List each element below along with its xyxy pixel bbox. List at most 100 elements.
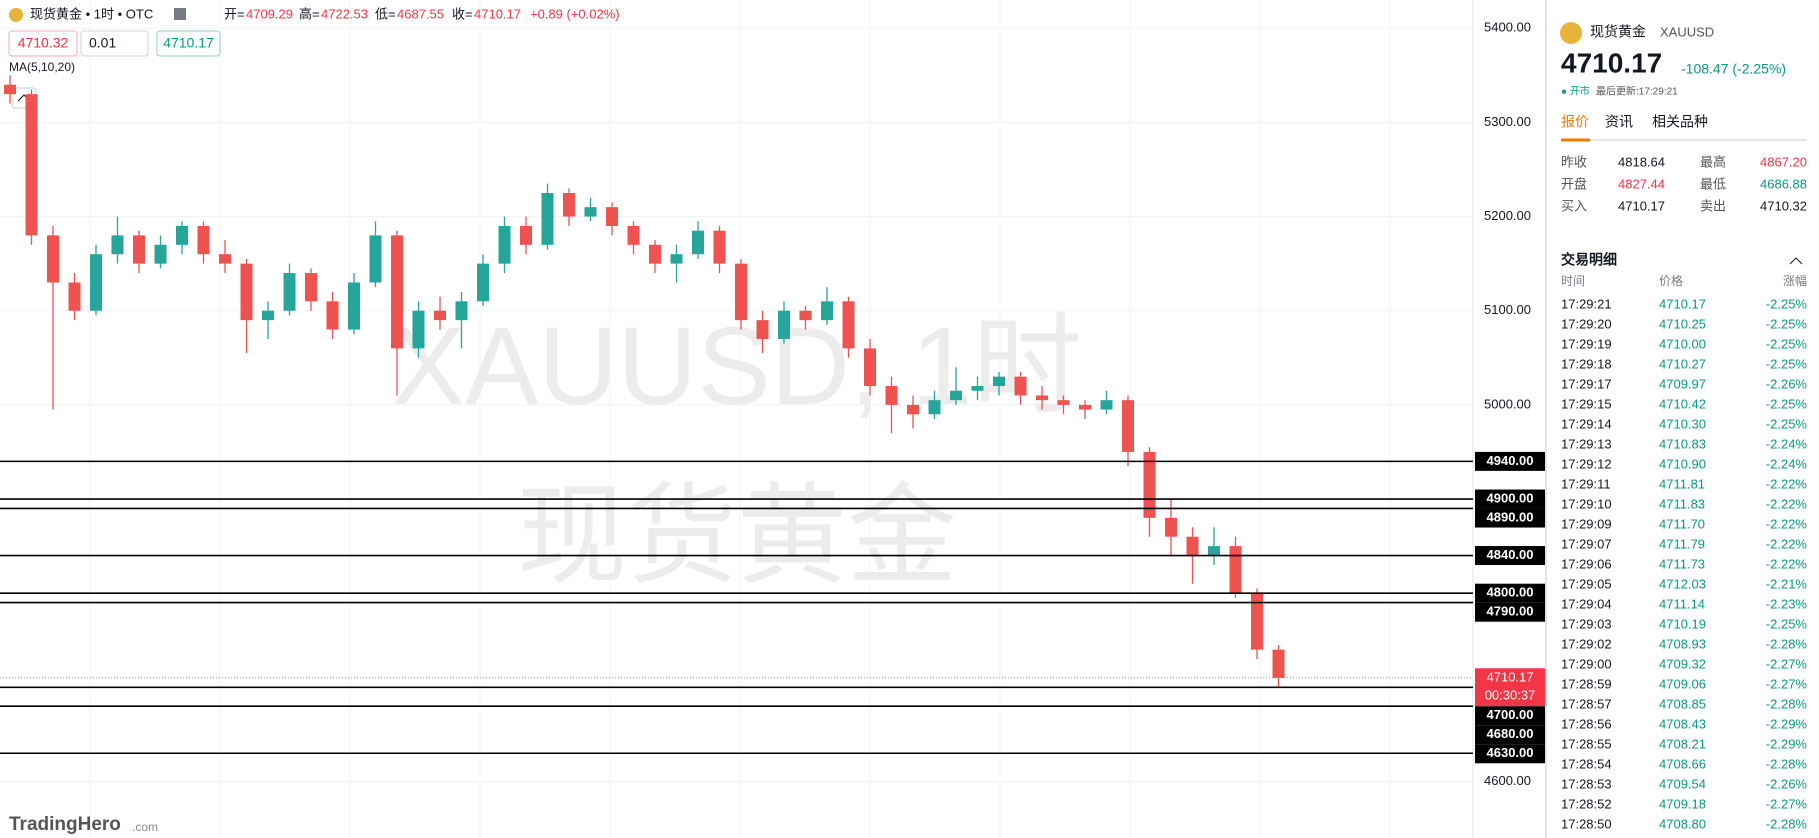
trade-change: -2.29%: [1766, 716, 1808, 731]
candle-body: [692, 230, 704, 255]
candle-body: [4, 84, 16, 95]
ohlc-label: 收=: [452, 6, 473, 21]
candle-body: [799, 310, 812, 321]
candle-body: [219, 254, 231, 264]
tab[interactable]: 相关品种: [1652, 114, 1708, 130]
candle-body: [842, 301, 855, 349]
order-button[interactable]: [8, 30, 78, 57]
trade-price: 4710.27: [1659, 356, 1706, 371]
level-label: 4700.00: [1487, 707, 1534, 722]
trade-price: 4710.90: [1659, 456, 1706, 471]
stat-value: 4686.88: [1760, 176, 1807, 191]
candle-body: [993, 376, 1005, 387]
candle-body: [498, 225, 511, 264]
candle-body: [477, 263, 489, 302]
stat-value: 4710.32: [1760, 198, 1807, 213]
candle-body: [1100, 400, 1113, 410]
candle-body: [90, 254, 102, 311]
symbol-title: 现货黄金 • 1时 • OTC: [30, 6, 153, 21]
ohlc-label: 开=: [224, 6, 245, 21]
candle-body: [1208, 546, 1220, 556]
candle-body: [907, 404, 919, 415]
trade-price: 4708.66: [1659, 756, 1706, 771]
ohlc-value: 4687.55: [397, 6, 444, 21]
candle-body: [627, 225, 640, 245]
trade-change: -2.25%: [1766, 416, 1808, 431]
panel-code: XAUUSD: [1660, 24, 1714, 39]
trade-time: 17:29:10: [1561, 496, 1612, 511]
candle-body: [412, 310, 425, 349]
candle-body: [326, 301, 339, 330]
stat-value: 4827.44: [1618, 176, 1665, 191]
trade-price: 4709.97: [1659, 376, 1706, 391]
candle-body: [735, 263, 747, 321]
trade-price: 4708.21: [1659, 736, 1706, 751]
stat-value: 4710.17: [1618, 198, 1665, 213]
trade-price: 4709.06: [1659, 676, 1706, 691]
trade-time: 17:29:17: [1561, 376, 1612, 391]
market-status: ● 开市: [1561, 85, 1590, 98]
trade-price: 4711.79: [1659, 536, 1705, 551]
trade-change: -2.22%: [1766, 496, 1808, 511]
trade-header: 涨幅: [1783, 273, 1807, 288]
trade-price: 4708.85: [1659, 696, 1706, 711]
candle-body: [240, 263, 253, 321]
candle-body: [950, 390, 962, 401]
candle-body: [1014, 376, 1027, 396]
level-label-box: [1475, 546, 1545, 566]
trade-price: 4711.81: [1659, 476, 1705, 491]
order-button-label: 4710.32: [18, 35, 69, 51]
stat-label: 最低: [1700, 176, 1726, 191]
candle-body: [584, 207, 597, 217]
level-label: 4680.00: [1487, 726, 1534, 741]
current-price-label: 4710.17: [1487, 670, 1534, 685]
tab[interactable]: 报价: [1561, 114, 1589, 130]
trade-time: 17:28:56: [1561, 716, 1612, 731]
candle-body: [434, 310, 446, 321]
candle-body: [25, 94, 38, 236]
trade-change: -2.25%: [1766, 296, 1808, 311]
trade-change: -2.29%: [1766, 736, 1808, 751]
candle-body: [305, 273, 317, 302]
candle-body: [176, 225, 188, 245]
trade-time: 17:28:52: [1561, 796, 1612, 811]
candle-body: [455, 301, 468, 321]
order-button[interactable]: [80, 30, 149, 57]
trade-change: -2.28%: [1766, 756, 1808, 771]
trade-time: 17:29:00: [1561, 656, 1612, 671]
candle-body: [649, 244, 661, 264]
trade-time: 17:29:21: [1561, 296, 1612, 311]
candle-body: [670, 254, 683, 264]
trade-price: 4710.19: [1659, 616, 1706, 631]
ohlc-label: 低=: [375, 6, 396, 21]
tab[interactable]: 资讯: [1605, 114, 1633, 130]
candle-body: [1165, 517, 1177, 537]
order-button[interactable]: [156, 30, 221, 57]
trade-time: 17:29:04: [1561, 596, 1612, 611]
trade-price: 4709.54: [1659, 776, 1706, 791]
candle-body: [1143, 451, 1156, 518]
trade-time: 17:29:18: [1561, 356, 1612, 371]
trade-price: 4708.80: [1659, 816, 1706, 831]
current-price-box: [1475, 668, 1545, 707]
candle-body: [348, 282, 360, 330]
trade-price: 4708.43: [1659, 716, 1706, 731]
candle-body: [111, 235, 124, 255]
trade-change: -2.28%: [1766, 636, 1808, 651]
candle-body: [68, 282, 81, 311]
candle-body: [971, 386, 984, 391]
trade-price: 4709.18: [1659, 796, 1706, 811]
trade-time: 17:29:07: [1561, 536, 1612, 551]
trade-change: -2.24%: [1766, 436, 1808, 451]
candle-body: [369, 235, 382, 283]
collapse-icon: [1789, 257, 1803, 265]
candle-body: [154, 244, 167, 264]
trade-change: -2.27%: [1766, 656, 1808, 671]
trade-price: 4710.30: [1659, 416, 1706, 431]
order-button-label: 0.01: [89, 35, 116, 51]
trade-change: -2.28%: [1766, 816, 1808, 831]
y-tick-label: 5300.00: [1484, 114, 1531, 129]
logo-suffix: .com: [132, 820, 158, 834]
level-label-box: [1475, 508, 1545, 528]
trade-price: 4711.83: [1659, 496, 1705, 511]
